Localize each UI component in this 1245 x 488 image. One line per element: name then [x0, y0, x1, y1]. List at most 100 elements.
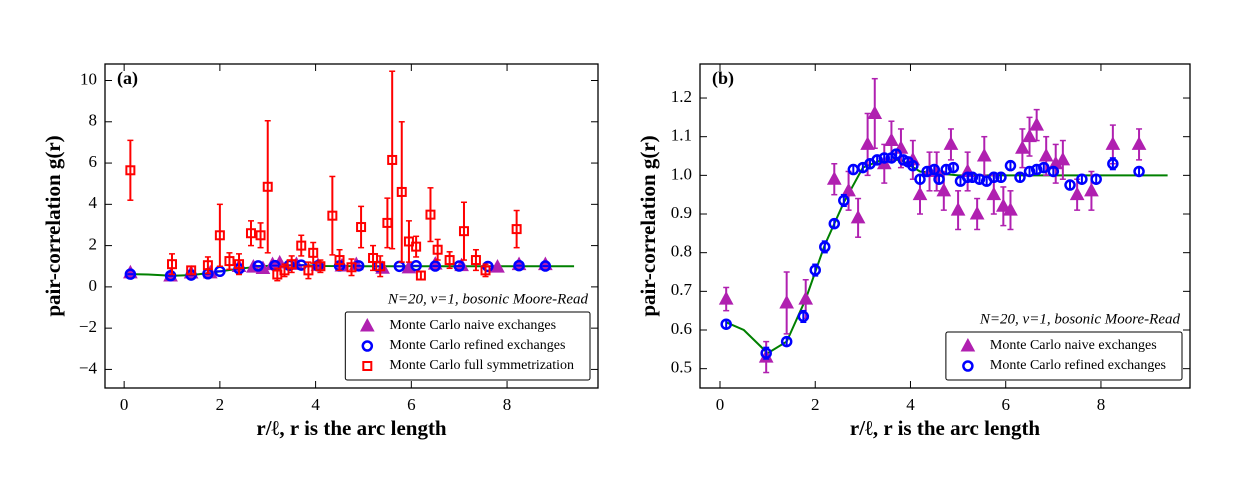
marker [884, 132, 899, 147]
plot-frame [104, 63, 599, 389]
marker [890, 148, 902, 160]
marker [167, 259, 178, 270]
marker [453, 260, 465, 272]
marker [1064, 179, 1076, 191]
y-tick-label: 1.0 [671, 164, 692, 183]
x-axis-label: r/ℓ, r is the arc length [256, 416, 447, 440]
marker [490, 259, 505, 273]
legend-label: Monte Carlo refined exchanges [990, 358, 1166, 373]
marker [921, 165, 933, 178]
marker [1090, 173, 1102, 185]
panel-label: (b) [712, 68, 734, 89]
x-tick-label: 4 [311, 395, 320, 414]
y-tick-label: −4 [79, 358, 98, 377]
marker [797, 310, 810, 323]
marker [295, 259, 307, 271]
marker [966, 171, 979, 184]
marker [1022, 128, 1037, 143]
marker [352, 260, 365, 272]
marker [334, 255, 345, 266]
marker [396, 186, 407, 197]
marker [375, 261, 386, 272]
legend-frame [945, 331, 1183, 381]
marker [202, 260, 213, 271]
y-tick-label: 0.9 [671, 203, 692, 222]
marker [1038, 161, 1050, 174]
marker [878, 152, 891, 164]
marker [841, 182, 856, 197]
marker [539, 260, 552, 272]
legend-frame [344, 311, 591, 381]
marker [356, 222, 367, 233]
marker [286, 259, 297, 270]
marker [860, 136, 875, 150]
marker [387, 154, 398, 165]
marker [907, 159, 919, 172]
annotation: N=20, ν=1, bosonic Moore-Read [387, 291, 589, 307]
marker [947, 161, 960, 174]
marker [315, 261, 326, 272]
marker [1030, 163, 1043, 176]
marker [871, 154, 883, 166]
marker [1131, 136, 1147, 150]
marker [1003, 202, 1018, 216]
marker [303, 265, 314, 276]
marker [720, 318, 732, 330]
marker [928, 163, 941, 176]
marker [826, 171, 842, 185]
x-tick-label: 8 [503, 395, 512, 414]
marker [245, 228, 256, 239]
x-tick-label: 8 [1097, 395, 1106, 414]
marker [224, 256, 235, 267]
marker [798, 291, 814, 305]
y-tick-label: 6 [89, 152, 98, 171]
x-tick-label: 0 [120, 395, 129, 414]
panel-label: (a) [117, 68, 138, 89]
marker [1076, 173, 1088, 185]
marker [186, 265, 197, 276]
legend: Monte Carlo naive exchanges Monte Carlo r… [945, 331, 1183, 381]
marker [969, 205, 985, 220]
marker [940, 163, 952, 176]
marker [1047, 165, 1060, 178]
marker [838, 194, 850, 207]
marker [425, 209, 436, 220]
marker [1069, 186, 1085, 201]
marker [411, 241, 422, 252]
marker [780, 335, 793, 348]
marker [327, 210, 338, 221]
marker [511, 224, 522, 235]
marker [973, 173, 986, 185]
legend-marker [962, 360, 974, 372]
y-tick-label: 0.6 [671, 319, 692, 338]
marker [1133, 165, 1145, 178]
marker [976, 147, 992, 162]
y-tick-label: 2 [89, 235, 98, 254]
legend-label: Monte Carlo naive exchanges [990, 338, 1157, 353]
marker [1084, 182, 1099, 197]
y-tick-label: 1.1 [671, 126, 692, 145]
y-tick-label: 4 [89, 193, 98, 212]
marker [850, 209, 866, 224]
marker [368, 252, 379, 263]
annotation: N=20, ν=1, bosonic Moore-Read [979, 311, 1181, 327]
y-tick-label: 0 [89, 276, 98, 295]
legend-label: Monte Carlo refined exchanges [389, 338, 565, 353]
marker [403, 236, 414, 247]
marker [124, 268, 137, 280]
marker [296, 240, 307, 251]
y-tick-label: 1.2 [671, 87, 692, 106]
marker [234, 259, 245, 270]
marker [914, 173, 926, 185]
x-axis-label: r/ℓ, r is the arc length [850, 416, 1041, 440]
marker [1038, 147, 1054, 162]
marker [828, 217, 841, 230]
marker [988, 171, 1000, 184]
y-tick-label: 8 [89, 111, 98, 130]
y-tick-label: 0.5 [671, 358, 692, 377]
legend-marker [361, 340, 374, 352]
legend-label: Monte Carlo full symmetrization [389, 358, 574, 373]
marker [1105, 136, 1121, 150]
marker [346, 262, 357, 273]
